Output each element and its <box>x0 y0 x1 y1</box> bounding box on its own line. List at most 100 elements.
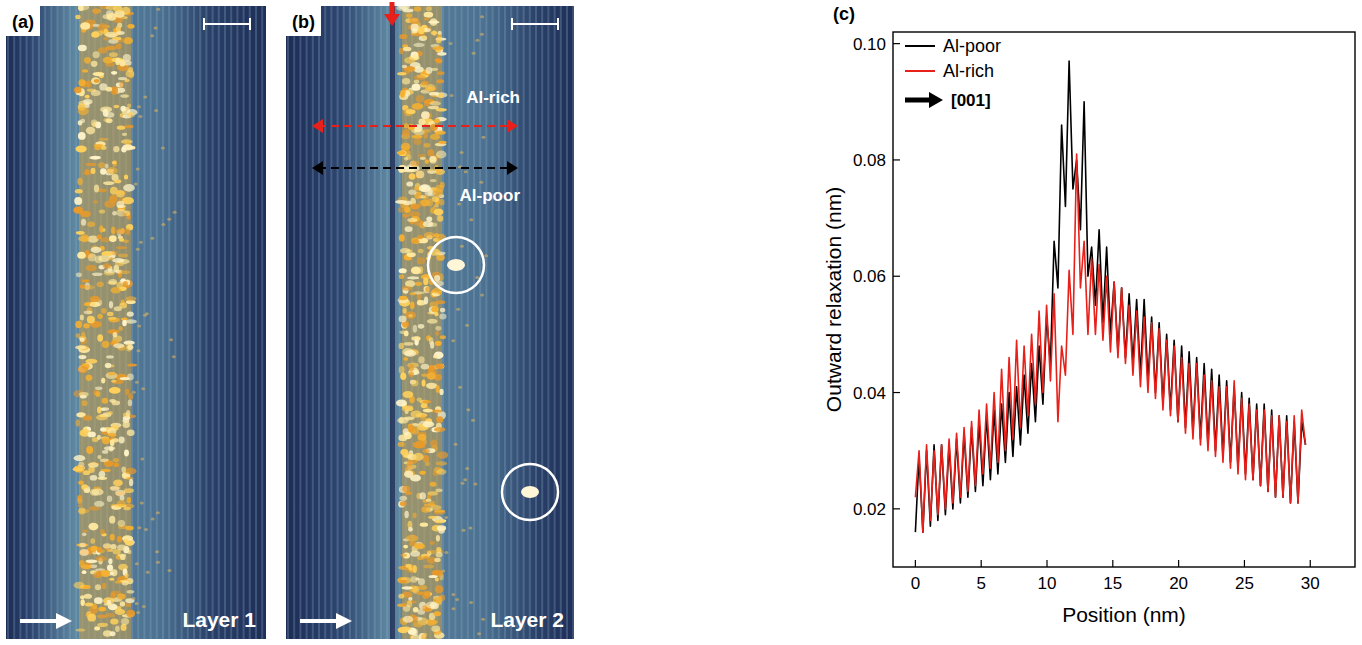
stm-feature <box>408 314 413 318</box>
stm-feature <box>405 311 416 319</box>
stm-feature <box>438 528 445 533</box>
stm-feature <box>460 151 464 154</box>
stm-feature <box>172 355 176 358</box>
stm-feature <box>411 266 421 274</box>
stm-feature <box>426 550 437 554</box>
stm-feature <box>399 6 410 10</box>
stm-feature <box>128 399 133 406</box>
stm-feature <box>399 34 407 39</box>
stm-feature <box>437 79 444 83</box>
stm-feature <box>412 84 421 91</box>
stm-feature <box>425 159 429 164</box>
stm-feature <box>116 228 126 234</box>
stm-feature <box>116 31 125 35</box>
stm-feature <box>399 417 404 424</box>
stm-feature <box>100 237 111 242</box>
stm-feature <box>436 416 443 423</box>
stm-feature <box>123 507 130 511</box>
atomic-row <box>162 6 164 639</box>
series-line <box>915 154 1305 532</box>
stm-feature <box>143 96 147 99</box>
stm-feature <box>406 181 413 186</box>
figure: (a)Layer 1(b)Layer 2Al-richAl-poor0.020.… <box>0 0 1362 645</box>
stm-feature <box>78 6 89 11</box>
stm-feature <box>414 75 426 80</box>
stm-feature <box>128 112 135 117</box>
direction-arrow-head <box>929 92 943 108</box>
stm-feature <box>431 306 438 313</box>
stm-feature <box>458 386 462 389</box>
stm-feature <box>417 556 424 560</box>
stm-feature <box>107 496 112 502</box>
stm-feature <box>97 547 102 553</box>
adatom-circle <box>502 464 558 520</box>
stm-feature <box>464 170 468 173</box>
stm-feature <box>122 320 127 327</box>
stm-feature <box>78 45 87 52</box>
stm-feature <box>439 199 444 205</box>
stm-feature <box>437 71 445 75</box>
stm-feature <box>428 21 439 24</box>
stm-feature <box>422 591 430 599</box>
stm-feature <box>92 272 103 276</box>
stm-feature <box>123 184 135 192</box>
stm-feature <box>75 321 82 328</box>
stm-feature <box>399 268 407 273</box>
stm-feature <box>138 115 142 118</box>
stm-feature <box>418 585 427 590</box>
stm-feature <box>415 282 423 286</box>
stm-feature <box>108 411 113 415</box>
atomic-row <box>523 6 525 639</box>
atomic-row <box>199 6 201 639</box>
stm-feature <box>418 249 424 253</box>
stm-background <box>6 6 266 639</box>
legend-swatch <box>905 70 935 72</box>
stm-feature <box>116 26 121 32</box>
stm-feature <box>107 312 114 316</box>
stm-feature <box>433 611 441 616</box>
stm-feature <box>75 146 86 153</box>
stm-feature <box>91 61 98 67</box>
stm-feature <box>112 438 119 442</box>
stm-feature <box>125 296 136 301</box>
stm-feature <box>455 598 459 601</box>
atomic-row <box>554 6 556 639</box>
stm-feature <box>82 532 87 536</box>
stm-feature <box>423 132 428 139</box>
stm-feature <box>434 519 446 523</box>
stm-feature <box>97 615 107 619</box>
stm-feature <box>109 317 120 322</box>
stm-feature <box>87 316 95 324</box>
atomic-row <box>386 6 388 639</box>
stm-feature <box>404 207 411 213</box>
stm-feature <box>466 408 470 411</box>
stm-feature <box>101 146 107 150</box>
stm-feature <box>111 87 118 95</box>
stm-feature <box>103 543 112 548</box>
stm-feature <box>83 427 88 434</box>
stm-feature <box>399 330 407 334</box>
stm-feature <box>167 218 171 221</box>
stm-feature <box>477 632 481 635</box>
atomic-row <box>230 6 232 639</box>
stm-feature <box>156 8 160 11</box>
stm-feature <box>114 179 121 183</box>
stm-feature <box>92 488 104 495</box>
stm-feature <box>153 26 157 29</box>
stm-feature <box>480 33 484 36</box>
stm-feature <box>114 306 122 311</box>
stm-feature <box>422 449 429 453</box>
stm-feature <box>106 167 117 174</box>
stm-feature <box>444 516 448 519</box>
stm-feature <box>111 379 116 382</box>
stm-feature <box>80 395 87 399</box>
stm-feature <box>434 233 440 237</box>
stm-feature <box>76 272 82 277</box>
stm-feature <box>423 409 433 413</box>
x-tick-label: 15 <box>1103 574 1122 593</box>
stm-feature <box>418 578 425 585</box>
stm-feature <box>94 626 100 630</box>
x-tick <box>1178 560 1179 567</box>
stm-feature <box>403 616 413 623</box>
stm-feature <box>427 170 436 174</box>
